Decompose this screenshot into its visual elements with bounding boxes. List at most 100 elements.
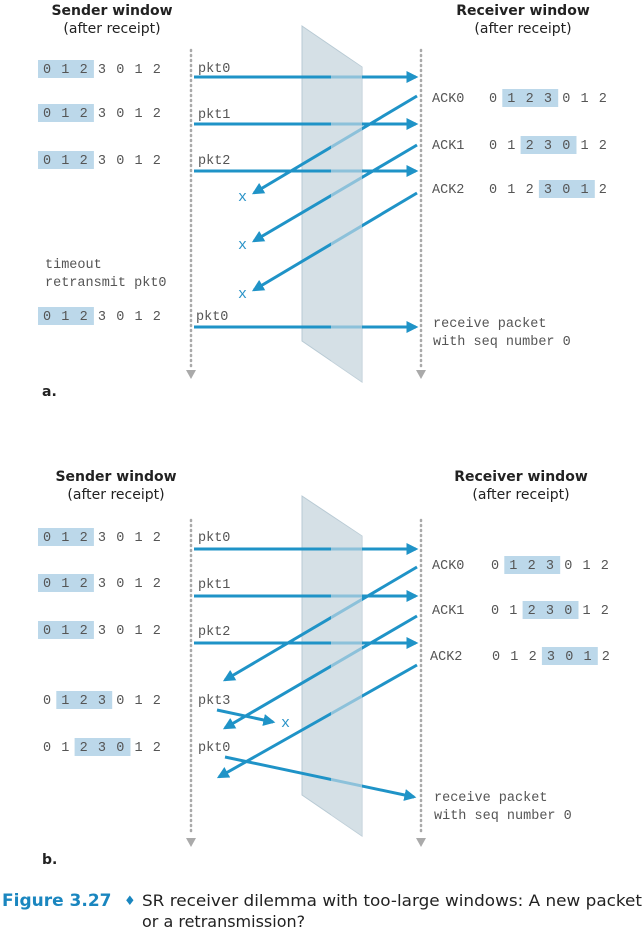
sequence-number: 2	[526, 183, 534, 198]
sequence-number: 0	[564, 604, 572, 619]
window-highlight	[38, 307, 94, 325]
sequence-number: 1	[135, 694, 143, 709]
sequence-number: 1	[581, 92, 589, 107]
sequence-number: 0	[116, 577, 124, 592]
sequence-number: 1	[61, 694, 69, 709]
ack-label: ACK2	[432, 183, 464, 198]
timeout-label: timeout	[45, 258, 102, 273]
ack-label: ACK0	[432, 92, 464, 107]
sequence-number: 0	[116, 310, 124, 325]
sender-timeline-arrowhead	[186, 370, 196, 379]
channel-overlay	[331, 47, 362, 382]
sequence-number: 0	[116, 624, 124, 639]
window-highlight	[38, 104, 94, 122]
sequence-number: 2	[153, 63, 161, 78]
sequence-number: 2	[599, 92, 607, 107]
sequence-number: 1	[61, 531, 69, 546]
window-highlight	[74, 738, 131, 756]
sequence-number: 2	[153, 577, 161, 592]
sequence-number: 1	[61, 577, 69, 592]
window-highlight	[504, 556, 561, 574]
figure-number: Figure 3.27	[2, 891, 112, 911]
packet-label: pkt0	[198, 62, 230, 77]
window-highlight	[541, 647, 598, 665]
window-highlight	[38, 574, 94, 592]
channel-overlay	[331, 516, 362, 836]
sequence-number: 0	[489, 183, 497, 198]
sequence-number: 3	[98, 63, 106, 78]
caption-bullet: ♦	[124, 894, 136, 909]
sequence-number: 2	[153, 694, 161, 709]
sequence-number: 1	[135, 310, 143, 325]
window-highlight	[38, 60, 94, 78]
sequence-number: 1	[135, 107, 143, 122]
sequence-number: 1	[507, 139, 515, 154]
receiver-timeline-arrowhead	[416, 838, 426, 847]
sequence-number: 3	[98, 577, 106, 592]
sequence-number: 0	[562, 183, 570, 198]
loss-marker: x	[238, 286, 247, 303]
sequence-number: 3	[546, 604, 554, 619]
packet-label: pkt0	[196, 310, 228, 325]
sequence-number: 2	[153, 154, 161, 169]
sequence-number: 1	[135, 154, 143, 169]
receiver-window-subtitle: (after receipt)	[472, 487, 569, 503]
sequence-number: 1	[61, 63, 69, 78]
panel-label: b.	[42, 852, 57, 868]
sequence-number: 2	[153, 531, 161, 546]
sequence-number: 1	[61, 107, 69, 122]
sequence-number: 2	[153, 741, 161, 756]
sequence-number: 1	[583, 559, 591, 574]
packet-label: pkt1	[198, 108, 230, 123]
sequence-number: 1	[61, 310, 69, 325]
sequence-number: 2	[601, 559, 609, 574]
packet-arrow	[224, 755, 417, 801]
window-highlight	[520, 136, 577, 154]
ack-label: ACK1	[432, 604, 464, 619]
sequence-number: 1	[581, 139, 589, 154]
receive-label: receive packet	[434, 791, 547, 806]
sequence-number: 2	[80, 624, 88, 639]
sequence-number: 0	[562, 92, 570, 107]
sequence-number: 1	[507, 92, 515, 107]
sequence-number: 2	[526, 139, 534, 154]
sequence-number: 3	[98, 624, 106, 639]
sequence-number: 0	[491, 604, 499, 619]
figure-caption: Figure 3.27 ♦ SR receiver dilemma with t…	[2, 891, 642, 931]
sequence-number: 1	[583, 604, 591, 619]
sequence-number: 2	[153, 310, 161, 325]
sequence-number: 3	[98, 154, 106, 169]
window-highlight	[538, 180, 595, 198]
window-highlight	[56, 691, 113, 709]
ack-arrow	[222, 614, 418, 730]
sequence-number: 1	[581, 183, 589, 198]
sequence-number: 3	[98, 741, 106, 756]
sequence-number: 2	[153, 624, 161, 639]
sequence-number: 2	[526, 92, 534, 107]
ack-label: ACK1	[432, 139, 464, 154]
loss-marker: x	[281, 715, 290, 732]
sequence-number: 0	[43, 624, 51, 639]
receive-label: receive packet	[433, 317, 546, 332]
packet-label: pkt3	[198, 694, 230, 709]
sequence-number: 0	[116, 107, 124, 122]
sequence-number: 0	[43, 63, 51, 78]
sequence-number: 2	[80, 577, 88, 592]
sequence-number: 1	[509, 604, 517, 619]
sequence-number: 2	[599, 183, 607, 198]
sequence-number: 2	[80, 63, 88, 78]
sender-window-subtitle: (after receipt)	[67, 487, 164, 503]
sequence-number: 3	[544, 139, 552, 154]
sequence-number: 2	[80, 310, 88, 325]
retransmit-label: retransmit pkt0	[45, 276, 167, 291]
sequence-number: 0	[489, 92, 497, 107]
